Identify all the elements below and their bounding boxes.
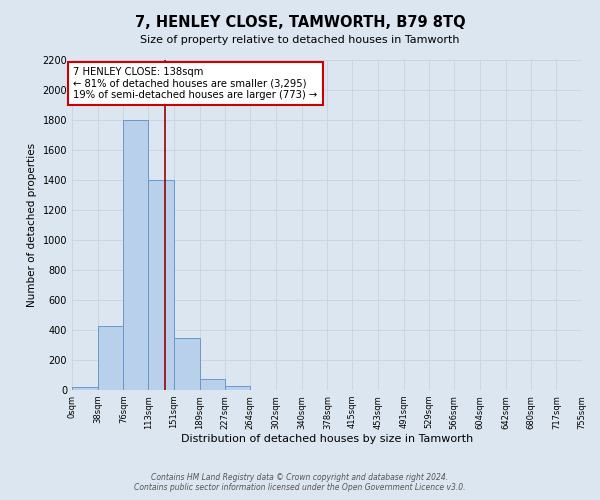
Text: Contains HM Land Registry data © Crown copyright and database right 2024.
Contai: Contains HM Land Registry data © Crown c…	[134, 473, 466, 492]
Text: 7, HENLEY CLOSE, TAMWORTH, B79 8TQ: 7, HENLEY CLOSE, TAMWORTH, B79 8TQ	[134, 15, 466, 30]
Bar	[72, 387, 98, 390]
Bar	[174, 338, 200, 390]
Text: 7 HENLEY CLOSE: 138sqm
← 81% of detached houses are smaller (3,295)
19% of semi-: 7 HENLEY CLOSE: 138sqm ← 81% of detached…	[73, 66, 317, 100]
Y-axis label: Number of detached properties: Number of detached properties	[27, 143, 37, 307]
Bar	[98, 326, 124, 390]
Bar	[148, 180, 174, 390]
Bar	[124, 120, 148, 390]
Bar	[226, 386, 250, 390]
Text: Size of property relative to detached houses in Tamworth: Size of property relative to detached ho…	[140, 35, 460, 45]
X-axis label: Distribution of detached houses by size in Tamworth: Distribution of detached houses by size …	[181, 434, 473, 444]
Bar	[200, 379, 226, 390]
